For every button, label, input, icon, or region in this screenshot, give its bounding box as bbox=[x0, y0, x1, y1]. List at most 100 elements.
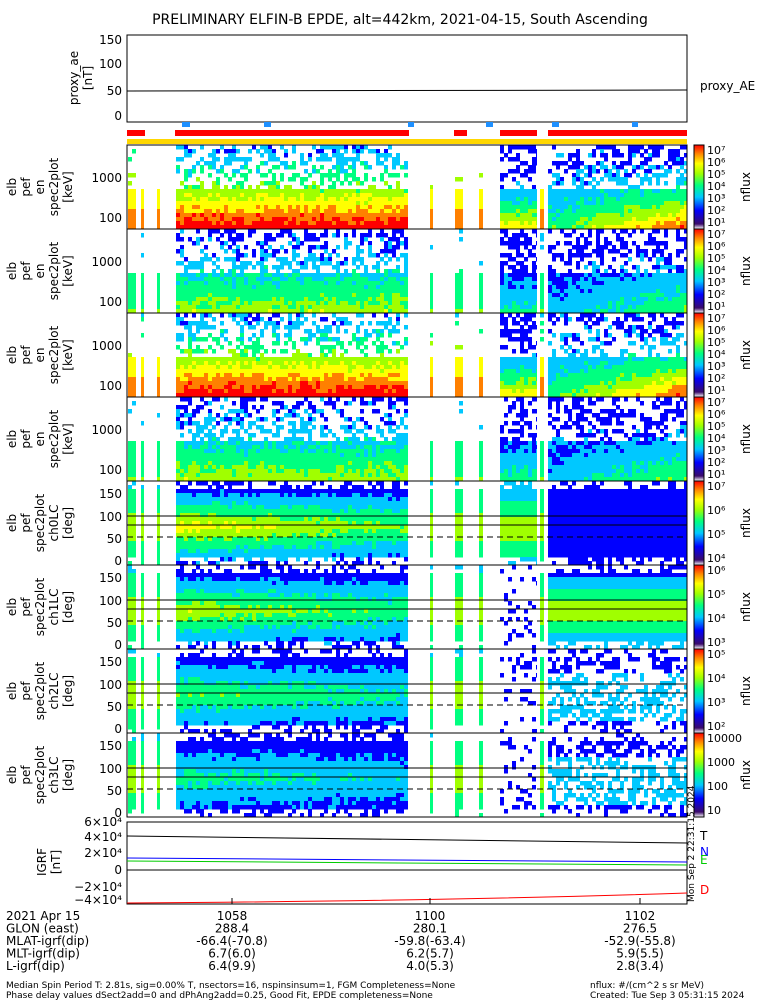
spectrogram-cell bbox=[224, 193, 228, 198]
spectrogram-cell bbox=[180, 277, 184, 282]
spectrogram-cell bbox=[176, 209, 180, 214]
spectrogram-cell bbox=[288, 357, 292, 362]
spectrogram-cell bbox=[500, 293, 504, 298]
spectrogram-cell bbox=[656, 221, 660, 226]
spectrogram-cell bbox=[668, 361, 672, 366]
spectrogram-cell bbox=[296, 305, 300, 310]
spectrogram-cell bbox=[157, 381, 160, 386]
spectrogram-cell bbox=[560, 257, 564, 262]
spectrogram-cell bbox=[224, 393, 228, 398]
spectrogram-cell bbox=[252, 377, 256, 382]
spectrogram-cell bbox=[128, 197, 132, 202]
spectrogram-cell bbox=[356, 205, 360, 210]
spectrogram-cell bbox=[240, 297, 244, 302]
spectrogram-cell bbox=[479, 357, 483, 362]
spectrogram-cell bbox=[220, 381, 224, 386]
spectrogram-cell bbox=[284, 325, 288, 330]
spectrogram-cell bbox=[256, 381, 260, 386]
spectrogram-cell bbox=[524, 313, 528, 318]
spectrogram-cell bbox=[680, 365, 684, 370]
spectrogram-cell bbox=[244, 253, 248, 258]
spectrogram-cell bbox=[272, 373, 276, 378]
spectrogram-cell bbox=[336, 297, 340, 302]
spectrogram-cell bbox=[676, 281, 680, 286]
spectrogram-cell bbox=[320, 257, 324, 262]
spectrogram-cell bbox=[204, 201, 208, 206]
spectrogram-cell bbox=[516, 157, 520, 162]
spectrogram-cell bbox=[396, 357, 400, 362]
spectrogram-cell bbox=[248, 313, 252, 318]
spectrogram-cell bbox=[604, 281, 608, 286]
spectrogram-cell bbox=[430, 361, 433, 366]
spectrogram-cell bbox=[256, 305, 260, 310]
spectrogram-cell bbox=[636, 309, 640, 314]
spectrogram-cell bbox=[660, 257, 664, 262]
spectrogram-cell bbox=[548, 209, 552, 214]
spectrogram-cell bbox=[360, 233, 364, 238]
spectrogram-cell bbox=[364, 281, 368, 286]
spectrogram-cell bbox=[312, 289, 316, 294]
spectrogram-cell bbox=[628, 193, 632, 198]
spectrogram-cell bbox=[632, 205, 636, 210]
spectrogram-cell bbox=[520, 229, 524, 234]
spectrogram-cell bbox=[344, 273, 348, 278]
spectrogram-cell bbox=[656, 285, 660, 290]
spectrogram-cell bbox=[296, 197, 300, 202]
spectrogram-cell bbox=[248, 217, 252, 222]
spectrogram-cell bbox=[220, 369, 224, 374]
spectrogram-cell bbox=[268, 377, 272, 382]
spectrogram-cell bbox=[648, 361, 652, 366]
spectrogram-cell bbox=[256, 261, 260, 266]
spectrogram-cell bbox=[176, 293, 180, 298]
spectrogram-cell bbox=[684, 277, 687, 282]
spectrogram-cell bbox=[252, 381, 256, 386]
spectrogram-cell bbox=[196, 361, 200, 366]
spectrogram-cell bbox=[540, 245, 544, 250]
spectrogram-cell bbox=[388, 197, 392, 202]
spectrogram-cell bbox=[320, 357, 324, 362]
spectrogram-cell bbox=[396, 193, 400, 198]
spectrogram-cell bbox=[216, 389, 220, 394]
spectrogram-cell bbox=[500, 149, 504, 154]
spectrogram-cell bbox=[600, 257, 604, 262]
spectrogram-cell bbox=[328, 285, 332, 290]
spectrogram-cell bbox=[376, 265, 380, 270]
spectrogram-cell bbox=[276, 309, 280, 314]
spectrogram-cell bbox=[380, 161, 384, 166]
spectrogram-cell bbox=[536, 365, 537, 370]
spectrogram-cell bbox=[316, 221, 320, 226]
spectrogram-cell bbox=[560, 193, 564, 198]
spectrogram-cell bbox=[479, 393, 483, 398]
spectrogram-cell bbox=[608, 369, 612, 374]
spectrogram-cell bbox=[392, 249, 396, 254]
spectrogram-cell bbox=[536, 197, 537, 202]
spectrogram-cell bbox=[276, 233, 280, 238]
spectrogram-cell bbox=[188, 213, 192, 218]
spectrogram-cell bbox=[304, 381, 308, 386]
spectrogram-cell bbox=[352, 197, 356, 202]
spectrogram-cell bbox=[532, 305, 536, 310]
spectrogram-cell bbox=[268, 189, 272, 194]
spectrogram-cell bbox=[272, 365, 276, 370]
spectrogram-cell bbox=[328, 373, 332, 378]
spectrogram-cell bbox=[276, 257, 280, 262]
spectrogram-cell bbox=[204, 325, 208, 330]
spectrogram-cell bbox=[684, 297, 687, 302]
spectrogram-cell bbox=[240, 333, 244, 338]
spectrogram-cell bbox=[264, 213, 268, 218]
spectrogram-cell bbox=[660, 305, 664, 310]
spectrogram-cell bbox=[600, 301, 604, 306]
spectrogram-cell bbox=[128, 457, 132, 462]
spectrogram-cell bbox=[620, 389, 624, 394]
spectrogram-cell bbox=[220, 289, 224, 294]
spectrogram-cell bbox=[564, 317, 568, 322]
spectrogram-cell bbox=[272, 173, 276, 178]
spectrogram-cell bbox=[576, 205, 580, 210]
spectrogram-cell bbox=[296, 269, 300, 274]
spectrogram-cell bbox=[588, 205, 592, 210]
spectrogram-cell bbox=[240, 281, 244, 286]
spectrogram-cell bbox=[616, 217, 620, 222]
spectrogram-cell bbox=[312, 305, 316, 310]
spectrogram-cell bbox=[648, 201, 652, 206]
